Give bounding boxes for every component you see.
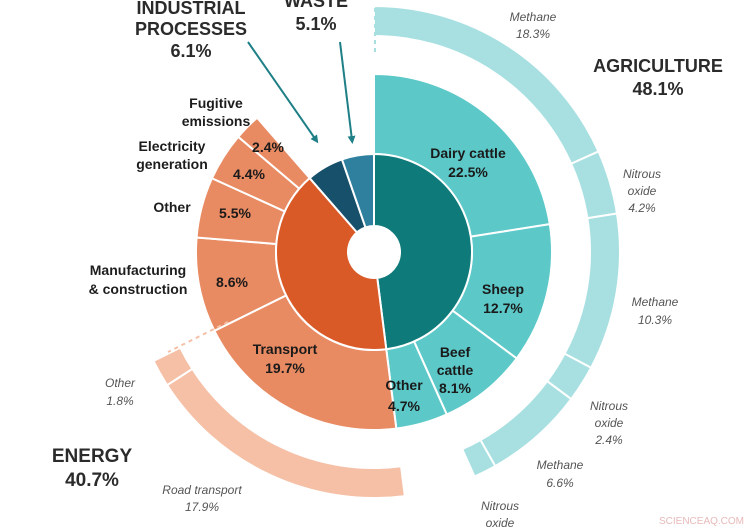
road-transport-label: Road transport xyxy=(162,483,242,497)
methane-sheep-label: Methane xyxy=(632,295,679,309)
beef-label-line2: cattle xyxy=(437,362,474,378)
waste-inner-slice xyxy=(340,152,375,229)
gas-detail-ring xyxy=(152,4,621,499)
transport-other-label: Other xyxy=(105,376,136,390)
waste-title: WASTE xyxy=(284,0,348,11)
road-transport-value: 17.9% xyxy=(185,500,219,514)
subsector-ring xyxy=(195,72,553,431)
agri-outer-slice-methane xyxy=(563,212,621,370)
sheep-label: Sheep xyxy=(482,281,524,297)
watermark: SCIENCEAQ.COM xyxy=(659,516,744,527)
agri-other-label: Other xyxy=(385,377,423,393)
methane-dairy-value: 18.3% xyxy=(516,27,550,41)
sector-ring xyxy=(275,152,473,351)
n2o-dairy-value: 4.2% xyxy=(628,201,656,215)
manuf-label-line2: & construction xyxy=(89,281,188,297)
agri-outer-slice-nitrous-oxide xyxy=(569,150,619,220)
transport-outer-slice-other xyxy=(152,346,194,387)
industrial-title-line2: PROCESSES xyxy=(135,19,247,39)
methane-beef-value: 6.6% xyxy=(546,476,574,490)
dairy-label: Dairy cattle xyxy=(430,145,506,161)
fug-value: 2.4% xyxy=(252,139,284,155)
agriculture-inner-slice xyxy=(373,152,473,351)
n2o-sheep-value: 2.4% xyxy=(594,433,623,447)
waste-arrow xyxy=(339,41,356,144)
energy-other-label: Other xyxy=(153,199,191,215)
waste-value: 5.1% xyxy=(295,14,336,34)
elec-label-line2: generation xyxy=(136,156,208,172)
beef-label-line1: Beef xyxy=(440,344,471,360)
manuf-label-line1: Manufacturing xyxy=(90,262,186,278)
transport-value: 19.7% xyxy=(265,360,305,376)
transport-other-value: 1.8% xyxy=(106,394,134,408)
n2o-dairy-line1: Nitrous xyxy=(623,167,661,181)
n2o-beef-line1: Nitrous xyxy=(481,499,519,513)
transport-label: Transport xyxy=(253,341,318,357)
n2o-sheep-line1: Nitrous xyxy=(590,399,628,413)
agri-outer-slice-nitrous-oxide xyxy=(460,438,497,478)
industrial-value: 6.1% xyxy=(170,41,211,61)
elec-value: 4.4% xyxy=(233,166,265,182)
n2o-dairy-line2: oxide xyxy=(628,184,657,198)
fug-label-line2: emissions xyxy=(182,113,251,129)
fug-label-line1: Fugitive xyxy=(189,95,243,111)
energy-other-value: 5.5% xyxy=(219,205,251,221)
dairy-value: 22.5% xyxy=(448,164,488,180)
energy-connector-line xyxy=(167,321,229,353)
sheep-value: 12.7% xyxy=(483,300,523,316)
energy-inner-slice xyxy=(275,176,388,351)
beef-value: 8.1% xyxy=(439,380,471,396)
industrial-title-line1: INDUSTRIAL xyxy=(137,0,246,18)
agriculture-value: 48.1% xyxy=(632,79,683,99)
industrial-arrow xyxy=(247,41,319,144)
methane-beef-label: Methane xyxy=(537,458,584,472)
agri-outer-slice-methane xyxy=(479,379,573,468)
energy-title: ENERGY xyxy=(52,446,133,467)
methane-sheep-value: 10.3% xyxy=(638,313,672,327)
manuf-value: 8.6% xyxy=(216,274,248,290)
elec-label-line1: Electricity xyxy=(139,138,206,154)
energy-value: 40.7% xyxy=(65,470,119,491)
n2o-beef-line2: oxide xyxy=(486,516,515,530)
agriculture-title: AGRICULTURE xyxy=(593,56,723,76)
methane-dairy-label: Methane xyxy=(510,10,557,24)
agri-other-value: 4.7% xyxy=(388,398,420,414)
n2o-sheep-line2: oxide xyxy=(595,416,624,430)
